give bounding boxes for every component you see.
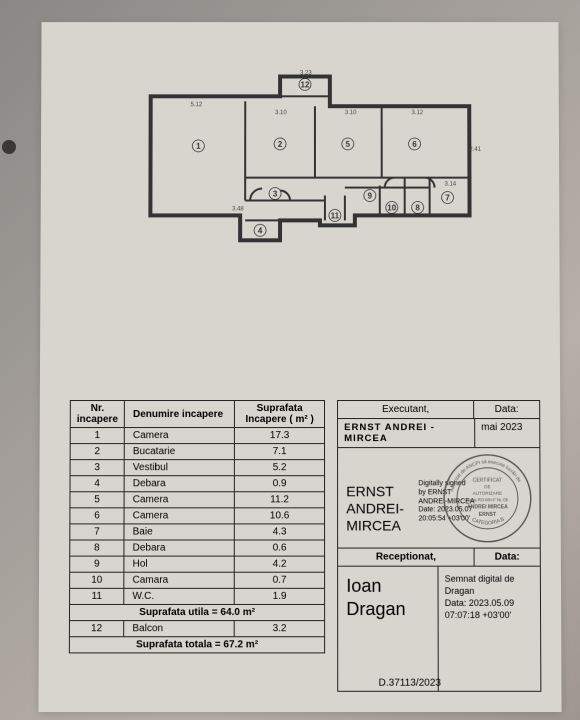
executant-name: ERNST ANDREI - MIRCEA [338,419,474,447]
svg-text:AUTORIZARE: AUTORIZARE [473,491,503,496]
receptionat-name: Ioan Dragan [338,567,439,691]
svg-text:3.10: 3.10 [345,110,357,116]
svg-text:Seria RO-MH-F Nr. 05: Seria RO-MH-F Nr. 05 [467,497,509,502]
sig-name-l2: ANDREI- [346,500,404,517]
svg-text:ERNST: ERNST [479,512,497,518]
svg-text:2.41: 2.41 [469,147,481,153]
table-row: 5Camera11.2 [70,492,325,508]
svg-text:3.12: 3.12 [412,110,424,116]
floor-plan: 123456789101112 3.235.123.103.103.123.14… [130,57,489,275]
executant-label: Executant, [338,401,474,418]
room-table-wrap: Nr. incapere Denumire incapere Suprafata… [69,400,326,692]
document-number: D.37113/2023 [379,678,441,689]
sig-name-l1: ERNST [346,483,404,500]
executant-signature-area: ERNST ANDREI- MIRCEA Digitally signed by… [337,448,541,548]
svg-text:6: 6 [412,140,417,149]
svg-text:3.23: 3.23 [300,71,312,77]
table-row: 10Camara0.7 [70,572,325,588]
signature-panel: Executant, Data: ERNST ANDREI - MIRCEA m… [337,400,541,692]
col-nr: Nr. incapere [70,401,124,428]
svg-text:11: 11 [331,211,340,220]
svg-text:CERTIFICAT: CERTIFICAT [473,478,502,484]
svg-text:9: 9 [368,192,373,201]
room-table: Nr. incapere Denumire incapere Suprafata… [69,400,325,653]
col-sup: Suprafata Incapere ( m² ) [235,401,325,428]
receptionat-date-label: Data: [475,549,540,566]
svg-text:2: 2 [278,140,283,149]
table-row: 9Hol4.2 [70,556,325,572]
balcon-row: 12 Balcon 3.2 [69,621,324,637]
svg-text:7: 7 [445,194,450,203]
executant-date-label: Data: [474,401,539,418]
table-row: 4Debara0.9 [70,476,325,492]
table-row: 11W.C.1.9 [70,588,325,604]
receptionat-label: Receptionat, [338,549,474,566]
svg-text:8: 8 [415,203,420,212]
table-row: 1Camera17.3 [70,428,324,444]
stamp-icon: Autorizat de ANCPI să execute lucrări de… [441,452,534,544]
svg-text:3.14: 3.14 [445,182,457,188]
document-sheet: 123456789101112 3.235.123.103.103.123.14… [38,22,561,712]
table-row: 8Debara0.6 [70,540,325,556]
table-row: 2Bucatarie7.1 [70,444,325,460]
svg-text:5: 5 [346,140,351,149]
svg-text:4: 4 [258,226,263,235]
table-row: 7Baie4.3 [70,524,325,540]
table-row: 3Vestibul5.2 [70,460,325,476]
suprafata-totala: Suprafata totala = 67.2 m² [69,637,324,653]
svg-text:3: 3 [273,190,278,199]
svg-text:DE: DE [484,484,490,489]
svg-text:10: 10 [387,203,396,212]
svg-text:1: 1 [196,142,201,151]
sig-name-l3: MIRCEA [346,517,404,534]
col-name: Denumire incapere [124,401,234,428]
receptionat-digital: Semnat digital de Dragan Data: 2023.05.0… [439,567,541,691]
suprafata-utila: Suprafata utila = 64.0 m² [69,604,324,620]
svg-text:3.10: 3.10 [275,110,287,116]
svg-text:ANDREI MIRCEA: ANDREI MIRCEA [467,504,508,510]
table-row: 6Camera10.6 [70,508,325,524]
punch-hole [2,140,16,154]
svg-text:3.48: 3.48 [232,206,244,212]
svg-text:5.12: 5.12 [190,102,202,108]
svg-text:12: 12 [301,80,310,89]
executant-date: mai 2023 [474,419,539,447]
